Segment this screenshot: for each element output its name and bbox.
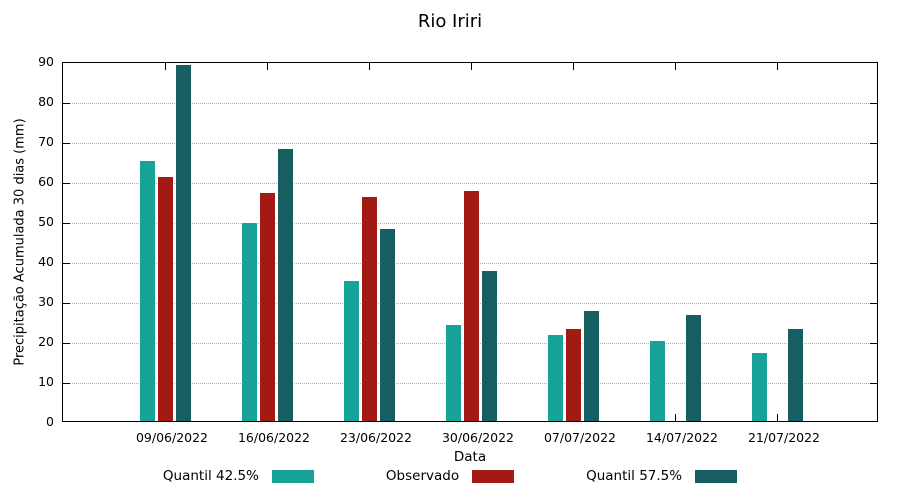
y-tick-mark xyxy=(63,383,70,384)
bar xyxy=(259,193,275,421)
chart-title: Rio Iriri xyxy=(417,11,483,32)
legend-label: Observado xyxy=(385,468,460,484)
x-tick-mark xyxy=(675,63,676,70)
x-tick-mark xyxy=(471,63,472,70)
x-tick-mark xyxy=(267,63,268,70)
y-tick-label: 80 xyxy=(38,94,54,109)
y-tick-mark xyxy=(870,223,877,224)
y-tick-mark xyxy=(870,303,877,304)
y-tick-mark xyxy=(870,103,877,104)
bar xyxy=(157,177,173,421)
y-tick-mark xyxy=(63,343,70,344)
gridline xyxy=(63,143,877,144)
bar xyxy=(547,335,563,421)
bar xyxy=(787,329,803,421)
bar xyxy=(583,311,599,421)
bar xyxy=(343,281,359,421)
bar xyxy=(685,315,701,421)
y-tick-mark xyxy=(63,303,70,304)
plot-area xyxy=(62,62,878,422)
legend: Quantil 42.5% Observado Quantil 57.5% xyxy=(0,468,900,484)
y-tick-mark xyxy=(870,263,877,264)
gridline xyxy=(63,183,877,184)
y-tick-mark xyxy=(870,343,877,344)
x-tick-mark xyxy=(777,414,778,421)
y-tick-label: 60 xyxy=(38,174,54,189)
x-tick-label: 21/07/2022 xyxy=(747,430,821,445)
y-tick-label: 30 xyxy=(38,294,54,309)
legend-label: Quantil 57.5% xyxy=(586,468,683,484)
bar xyxy=(241,223,257,421)
legend-entry: Quantil 57.5% xyxy=(586,468,738,484)
legend-entry: Quantil 42.5% xyxy=(163,468,314,484)
bar xyxy=(565,329,581,421)
legend-swatch xyxy=(271,469,314,483)
y-tick-label: 50 xyxy=(38,214,54,229)
y-tick-mark xyxy=(63,183,70,184)
bar xyxy=(649,341,665,421)
x-tick-mark xyxy=(573,63,574,70)
y-axis-label: Precipitação Acumulada 30 dias (mm) xyxy=(12,118,28,366)
y-tick-mark xyxy=(63,223,70,224)
y-tick-mark xyxy=(870,183,877,184)
y-tick-label: 0 xyxy=(46,414,54,429)
y-tick-mark xyxy=(63,103,70,104)
y-tick-label: 20 xyxy=(38,334,54,349)
x-tick-label: 23/06/2022 xyxy=(339,430,413,445)
x-tick-label: 16/06/2022 xyxy=(237,430,311,445)
x-axis-label: Data xyxy=(453,449,487,465)
x-tick-label: 14/07/2022 xyxy=(645,430,719,445)
legend-label: Quantil 42.5% xyxy=(162,468,259,484)
legend-entry: Observado xyxy=(385,468,515,484)
bar xyxy=(751,353,767,421)
legend-swatch xyxy=(695,469,738,483)
bar xyxy=(481,271,497,421)
x-tick-mark xyxy=(675,414,676,421)
x-tick-label: 30/06/2022 xyxy=(441,430,515,445)
y-tick-mark xyxy=(63,263,70,264)
x-tick-mark xyxy=(777,63,778,70)
bar xyxy=(445,325,461,421)
x-tick-label: 07/07/2022 xyxy=(543,430,617,445)
y-tick-label: 40 xyxy=(38,254,54,269)
gridline xyxy=(63,103,877,104)
legend-swatch xyxy=(472,469,515,483)
x-tick-label: 09/06/2022 xyxy=(135,430,209,445)
bar xyxy=(361,197,377,421)
y-tick-mark xyxy=(870,383,877,384)
bar xyxy=(175,65,191,421)
y-tick-mark xyxy=(870,143,877,144)
bar xyxy=(277,149,293,421)
bar xyxy=(463,191,479,421)
x-tick-mark xyxy=(165,63,166,70)
bar xyxy=(139,161,155,421)
y-tick-label: 10 xyxy=(38,374,54,389)
y-tick-mark xyxy=(63,143,70,144)
y-tick-label: 90 xyxy=(38,54,54,69)
bar xyxy=(379,229,395,421)
y-tick-label: 70 xyxy=(38,134,54,149)
x-tick-mark xyxy=(369,63,370,70)
